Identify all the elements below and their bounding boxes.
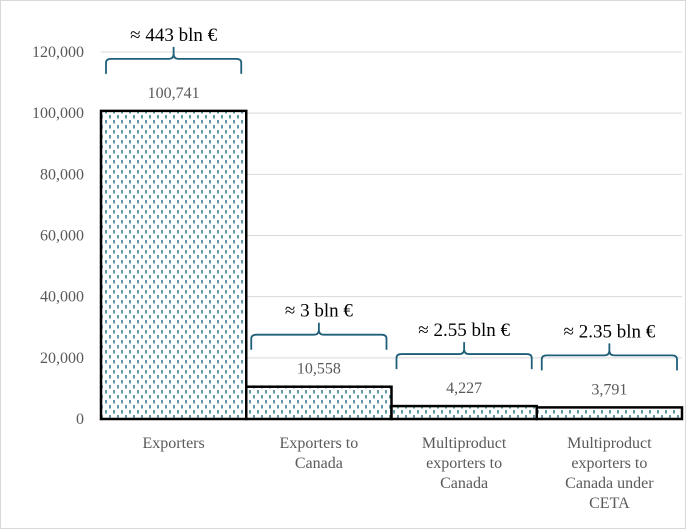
y-tick-label: 100,000 [32, 105, 84, 122]
annotation-bracket [105, 46, 243, 74]
data-label: 100,741 [148, 85, 200, 102]
y-tick-label: 60,000 [40, 228, 84, 245]
bar [535, 406, 684, 421]
y-tick-label: 80,000 [40, 166, 84, 183]
annotation-bracket [395, 342, 533, 370]
category-label: Multiproduct [422, 435, 507, 452]
data-labels: 100,741 10,558 4,227 3,791 [148, 85, 628, 399]
annotation-label: ≈ 2.55 bln € [418, 320, 510, 341]
annotation-label: ≈ 3 bln € [285, 301, 353, 322]
category-label: Multiproduct [567, 435, 652, 452]
bars [99, 109, 684, 421]
y-tick-label: 20,000 [40, 350, 84, 367]
category-label: Canada under [565, 475, 654, 492]
category-label: exporters to [571, 455, 647, 472]
bar [99, 109, 248, 421]
data-label: 3,791 [591, 381, 627, 398]
bar [245, 385, 393, 421]
category-label: Canada [295, 455, 343, 472]
category-label: Exporters [143, 435, 205, 452]
data-label: 10,558 [297, 361, 341, 378]
y-axis-tick-labels: 0 20,000 40,000 60,000 80,000 100,000 120,000 [32, 44, 84, 428]
annotation-bracket [540, 343, 678, 371]
x-axis-category-labels: Exporters Exporters to Canada Multiproduct e… [143, 435, 655, 512]
annotation-brackets: ≈ 443 bln € ≈ 3 bln € ≈ 2.55 bln € ≈ 2.35 b… [105, 25, 678, 371]
annotation-label: ≈ 2.35 bln € [564, 321, 656, 342]
bar [390, 404, 538, 421]
category-label: exporters to [426, 455, 502, 472]
data-label: 4,227 [446, 380, 482, 397]
y-tick-label: 40,000 [40, 289, 84, 306]
category-label: Exporters to [280, 435, 359, 452]
y-tick-label: 120,000 [32, 44, 84, 61]
category-label: CETA [589, 495, 630, 512]
category-label: Canada [440, 475, 488, 492]
y-tick-label: 0 [76, 411, 84, 428]
annotation-bracket [250, 322, 388, 350]
annotation-label: ≈ 443 bln € [130, 25, 217, 46]
